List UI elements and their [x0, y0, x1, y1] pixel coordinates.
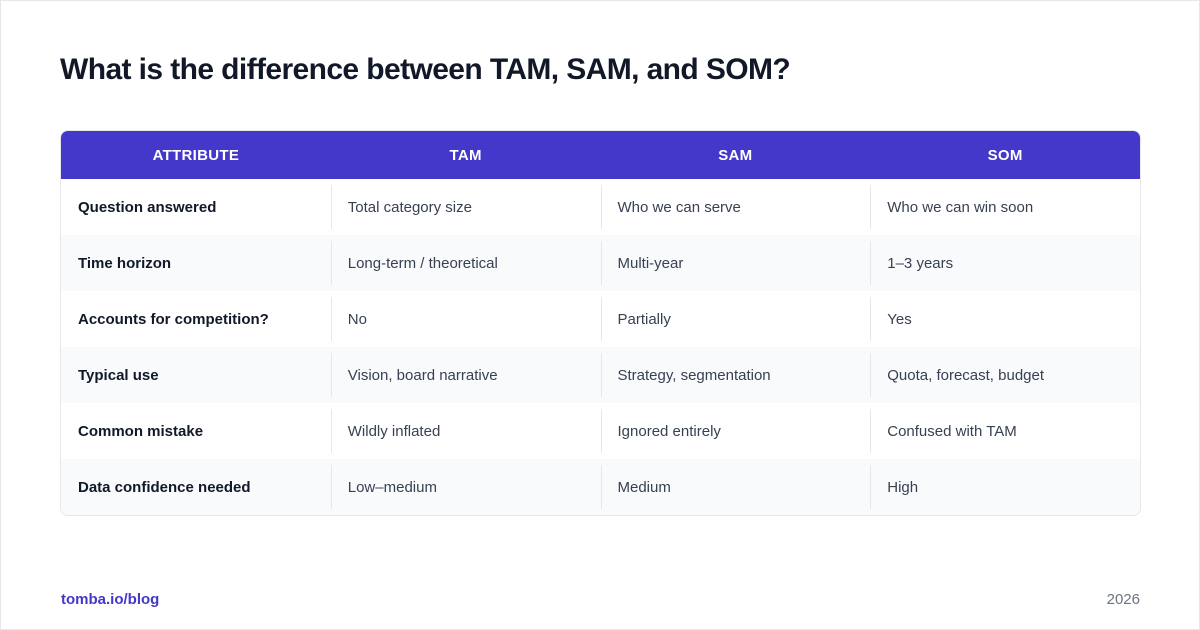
table-cell-sam: Medium: [600, 459, 871, 515]
table-cell-sam: Partially: [600, 291, 871, 347]
table-cell-tam: Wildly inflated: [330, 403, 601, 459]
table-cell-som: Quota, forecast, budget: [870, 347, 1140, 403]
comparison-table: ATTRIBUTE TAM SAM SOM Question answered …: [60, 130, 1141, 516]
table-cell-tam: Total category size: [330, 179, 601, 235]
table-cell-tam: Vision, board narrative: [330, 347, 601, 403]
column-header-som: SOM: [987, 146, 1023, 164]
row-label: Typical use: [78, 366, 159, 384]
row-label: Common mistake: [78, 422, 204, 440]
table-cell-som: Confused with TAM: [870, 403, 1140, 459]
table-row: Time horizon Long-term / theoretical Mul…: [61, 235, 1140, 291]
table-cell-som: Who we can win soon: [870, 179, 1140, 235]
table-cell-tam: No: [330, 291, 601, 347]
table-cell-som: 1–3 years: [870, 235, 1140, 291]
table-cell-sam: Multi-year: [600, 235, 871, 291]
page-title: What is the difference between TAM, SAM,…: [60, 53, 791, 86]
column-header-sam: SAM: [718, 146, 753, 164]
row-label: Question answered: [78, 198, 217, 216]
table-row: Common mistake Wildly inflated Ignored e…: [61, 403, 1140, 459]
table-cell-sam: Who we can serve: [600, 179, 871, 235]
row-label: Accounts for competition?: [78, 310, 269, 328]
table-header: ATTRIBUTE TAM SAM SOM: [61, 131, 1140, 179]
table-row: Accounts for competition? No Partially Y…: [61, 291, 1140, 347]
table-cell-som: High: [870, 459, 1140, 515]
table-row: Data confidence needed Low–medium Medium…: [61, 459, 1140, 515]
table-cell-som: Yes: [870, 291, 1140, 347]
column-header-attribute: ATTRIBUTE: [152, 146, 240, 164]
table-cell-tam: Long-term / theoretical: [330, 235, 601, 291]
table-row: Typical use Vision, board narrative Stra…: [61, 347, 1140, 403]
blog-link[interactable]: tomba.io/blog: [61, 591, 160, 608]
row-label: Time horizon: [78, 254, 172, 272]
row-label: Data confidence needed: [78, 478, 251, 496]
table-cell-sam: Strategy, segmentation: [600, 347, 871, 403]
table-row: Question answered Total category size Wh…: [61, 179, 1140, 235]
table-cell-tam: Low–medium: [330, 459, 601, 515]
footer-year: 2026: [1106, 591, 1140, 608]
column-header-tam: TAM: [449, 146, 482, 164]
table-cell-sam: Ignored entirely: [600, 403, 871, 459]
